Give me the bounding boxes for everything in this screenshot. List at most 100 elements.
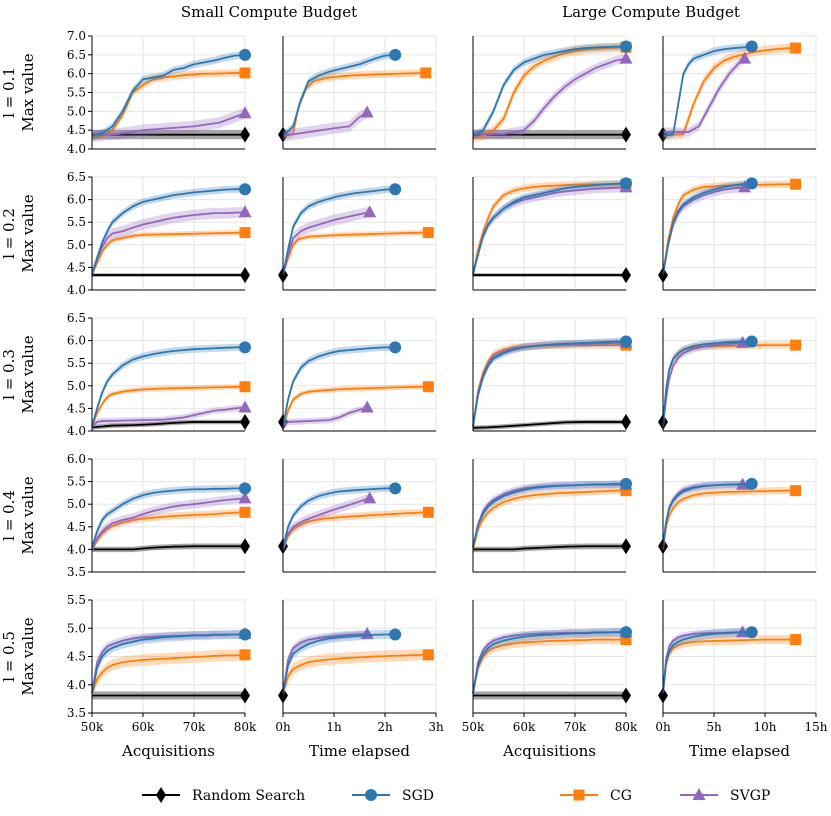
x-tick-label: 5h: [706, 720, 722, 734]
end-marker-cg: [790, 485, 802, 497]
end-marker-sgd: [745, 40, 758, 53]
series-line-cg: [662, 47, 796, 137]
legend: Random Search SGD CG SVGP: [142, 787, 770, 804]
panel-row2-col3: [472, 176, 633, 291]
end-marker-sgd: [620, 626, 632, 639]
series-line-cg: [282, 511, 429, 550]
end-marker-cg: [790, 178, 802, 190]
y-tick-label: 3.5: [67, 706, 86, 720]
panel-row1-col3: [472, 35, 633, 150]
y-axis-title: Max value: [19, 335, 37, 413]
band-svgp: [473, 182, 626, 279]
series-line-sgd: [472, 182, 627, 275]
band-cg: [663, 635, 796, 698]
end-marker-cg: [420, 67, 432, 79]
band-sgd: [663, 179, 752, 278]
end-marker-cg: [239, 649, 251, 661]
series-line-svgp: [91, 406, 246, 428]
legend-marker-triangle: [692, 788, 706, 800]
band-svgp: [663, 182, 745, 279]
legend-label: Random Search: [192, 788, 305, 804]
end-marker-svgp: [738, 51, 752, 64]
series-line-sgd: [472, 45, 626, 137]
end-marker-random-search: [240, 538, 250, 555]
panel-row3-col3: [472, 317, 633, 432]
end-marker-svgp: [363, 491, 377, 504]
x-tick-label: 2h: [377, 720, 393, 734]
series-line-sgd: [662, 45, 752, 137]
x-tick-label: 70k: [183, 720, 206, 734]
legend-marker-square: [573, 789, 585, 801]
end-marker-sgd: [389, 628, 402, 641]
band-sgd: [663, 627, 752, 698]
end-marker-sgd: [389, 183, 402, 196]
series-line-sgd: [282, 633, 396, 694]
end-marker-cg: [239, 381, 251, 393]
y-tick-label: 4.5: [67, 650, 86, 664]
y-axis-title: Max value: [19, 53, 37, 131]
y-axis-title: Max value: [19, 194, 37, 272]
end-marker-cg: [422, 227, 434, 239]
row-label: l = 0.2: [0, 208, 18, 259]
y-tick-label: 5.5: [67, 86, 86, 100]
end-marker-svgp: [736, 625, 750, 638]
band-sgd: [473, 179, 626, 278]
end-marker-svgp: [738, 180, 752, 193]
x-tick-label: 80k: [234, 720, 257, 734]
legend-item-random-search: Random Search: [142, 787, 305, 804]
end-marker-cg: [620, 634, 632, 646]
panel-row2-col4: [658, 176, 817, 291]
legend-label: CG: [610, 788, 632, 804]
y-tick-label: 5.0: [67, 104, 86, 118]
panel-row4-col3: [472, 458, 633, 573]
series-line-cg: [662, 489, 796, 550]
end-marker-sgd: [239, 48, 251, 61]
row-label: l = 0.3: [0, 349, 18, 400]
panel-row4-col2: [278, 458, 437, 573]
y-tick-label: 6.5: [67, 48, 86, 62]
y-tick-label: 5.5: [67, 356, 86, 370]
band-sgd: [92, 484, 245, 551]
x-axis-title: Acquisitions: [121, 742, 215, 760]
band-random-search: [92, 543, 245, 553]
panel-row1-col4: [658, 35, 817, 150]
band-cg: [283, 229, 429, 277]
legend-label: SVGP: [730, 788, 770, 804]
y-tick-label: 4.5: [67, 401, 86, 415]
series-line-sgd: [91, 188, 245, 275]
end-marker-sgd: [620, 477, 632, 490]
band-cg: [663, 43, 796, 141]
end-marker-sgd: [745, 626, 758, 639]
band-svgp: [92, 107, 245, 142]
end-marker-cg: [422, 649, 434, 661]
y-tick-label: 6.0: [67, 67, 86, 81]
series-line-random-search: [91, 421, 245, 429]
end-marker-random-search: [621, 267, 631, 284]
end-marker-svgp: [238, 205, 252, 218]
panel-row1-col2: [278, 35, 437, 150]
end-marker-cg: [239, 506, 251, 518]
series-line-cg: [91, 511, 246, 550]
end-marker-sgd: [745, 335, 758, 348]
band-sgd: [283, 185, 396, 278]
y-tick-label: 5.0: [67, 238, 86, 252]
series-line-cg: [472, 638, 626, 694]
y-tick-label: 6.0: [67, 193, 86, 207]
band-svgp: [663, 339, 743, 431]
series-line-sgd: [472, 482, 626, 548]
end-marker-random-search: [621, 538, 631, 555]
end-marker-sgd: [389, 341, 402, 354]
row-label: l = 0.1: [0, 67, 18, 118]
x-axis-title: Time elapsed: [689, 742, 790, 760]
series-line-sgd: [91, 346, 245, 427]
end-marker-svgp: [619, 51, 633, 64]
panel-row3-col1: 4.0 4.5 5.0 5.5 6.0 6.5: [67, 311, 252, 438]
x-tick-label: 50k: [81, 720, 104, 734]
end-marker-sgd: [620, 40, 632, 53]
end-marker-svgp: [363, 205, 377, 218]
band-sgd: [473, 480, 626, 551]
series-line-sgd: [282, 346, 396, 427]
end-marker-sgd: [745, 477, 758, 490]
end-marker-cg: [620, 485, 632, 497]
x-axis-title: Time elapsed: [309, 742, 410, 760]
